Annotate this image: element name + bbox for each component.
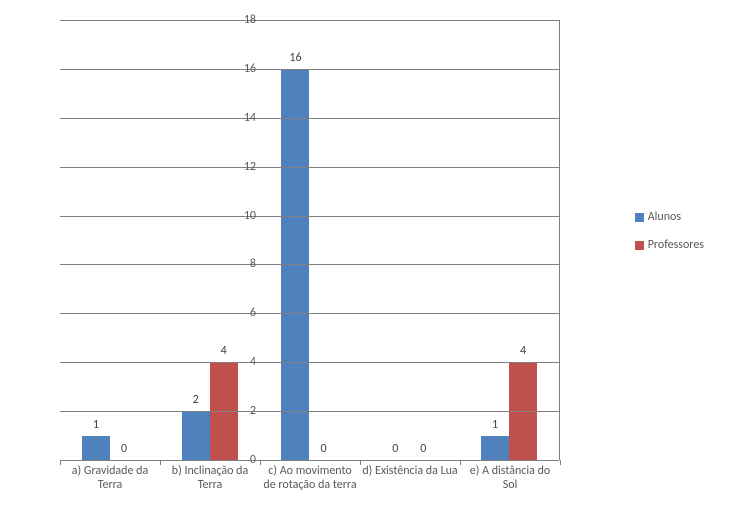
y-tick-label: 6 xyxy=(226,306,256,320)
category-group: 10 xyxy=(60,20,160,460)
y-tick-label: 0 xyxy=(226,453,256,467)
gridline xyxy=(60,264,559,265)
plot-area: 10241600014 xyxy=(60,20,560,460)
y-tick-label: 4 xyxy=(226,355,256,369)
gridline xyxy=(60,216,559,217)
bar: 1 xyxy=(82,436,110,460)
category-group: 16 0 xyxy=(260,20,360,460)
x-axis: a) Gravidade da Terrab) Inclinação da Te… xyxy=(60,460,560,520)
x-category-label: d) Existência da Lua xyxy=(360,460,460,520)
bar-value-label: 0 xyxy=(392,442,398,456)
gridline xyxy=(60,167,559,168)
legend-swatch xyxy=(635,213,644,222)
bar-value-label: 0 xyxy=(121,442,127,456)
x-category-label: c) Ao movimento de rotação da terra xyxy=(260,460,360,520)
bar-value-label: 2 xyxy=(193,393,199,407)
y-tick-label: 10 xyxy=(226,209,256,223)
category-group: 14 xyxy=(459,20,559,460)
x-category-label: a) Gravidade da Terra xyxy=(60,460,160,520)
x-category-label: e) A distância do Sol xyxy=(460,460,560,520)
gridline xyxy=(60,362,559,363)
bar-value-label: 0 xyxy=(420,442,426,456)
legend-swatch xyxy=(635,241,644,250)
y-tick-label: 14 xyxy=(226,111,256,125)
legend-label: Alunos xyxy=(648,210,681,224)
gridline xyxy=(60,20,559,21)
y-tick-label: 8 xyxy=(226,257,256,271)
legend-item: Alunos xyxy=(635,210,704,224)
legend: Alunos Professores xyxy=(635,210,704,266)
bar-value-label: 1 xyxy=(492,418,498,432)
category-group: 00 xyxy=(359,20,459,460)
category-group: 24 xyxy=(160,20,260,460)
bars-container: 10241600014 xyxy=(60,20,559,460)
y-tick-label: 16 xyxy=(226,62,256,76)
y-tick-label: 12 xyxy=(226,160,256,174)
gridline xyxy=(60,118,559,119)
bar-value-label: 0 xyxy=(320,442,326,456)
bar: 2 xyxy=(182,411,210,460)
chart-container: 10241600014 a) Gravidade da Terrab) Incl… xyxy=(20,10,724,510)
bar-value-label: 4 xyxy=(520,344,526,358)
gridline xyxy=(60,411,559,412)
bar-value-label: 1 xyxy=(93,418,99,432)
bar: 1 xyxy=(481,436,509,460)
y-tick-label: 18 xyxy=(226,13,256,27)
bar-value-label: 16 xyxy=(289,51,301,65)
legend-item: Professores xyxy=(635,238,704,252)
legend-label: Professores xyxy=(648,238,704,252)
x-tick-mark xyxy=(560,460,561,465)
gridline xyxy=(60,313,559,314)
x-category-label: b) Inclinação da Terra xyxy=(160,460,260,520)
gridline xyxy=(60,69,559,70)
y-tick-label: 2 xyxy=(226,404,256,418)
